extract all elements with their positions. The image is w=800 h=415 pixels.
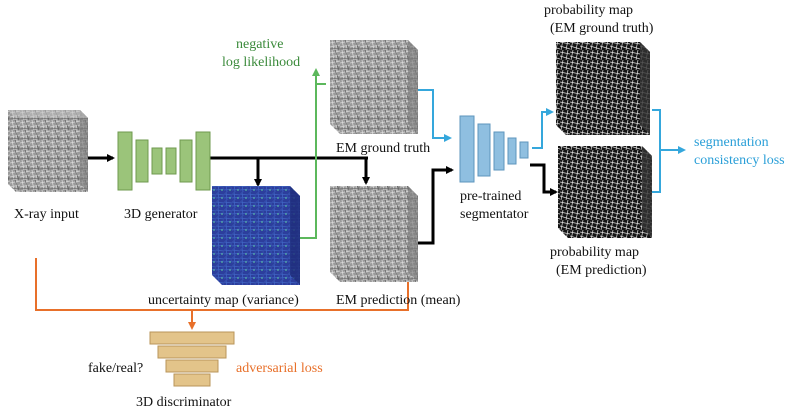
em-prediction-label: EM prediction (mean) (336, 293, 461, 308)
discriminator-label: 3D discriminator (136, 395, 232, 410)
arrow-probmaps-to-seg-loss (652, 109, 684, 193)
fake-real-label: fake/real? (88, 361, 143, 376)
seg-loss-label-line1: segmentation (694, 135, 769, 150)
segmentator-label-line2: segmentator (460, 207, 529, 222)
prob-pred-label-line1: probability map (550, 245, 639, 260)
arrow-segmentator-to-pred-probmap (530, 163, 558, 196)
probability-map-gt-cube (556, 42, 650, 135)
em-ground-truth-cube (330, 40, 418, 134)
discriminator-network-icon (149, 331, 235, 387)
xray-input-cube (8, 110, 88, 192)
probability-map-pred-cube (558, 146, 652, 238)
uncertainty-map-image (212, 186, 300, 285)
uncertainty-map-label: uncertainty map (variance) (148, 293, 299, 308)
prob-gt-label-line2: (EM ground truth) (550, 21, 654, 36)
seg-loss-label-line2: consistency loss (694, 153, 785, 168)
xray-input-label: X-ray input (14, 207, 79, 222)
segmentator-label-line1: pre-trained (460, 189, 521, 204)
adversarial-loss-label: adversarial loss (236, 361, 323, 376)
arrow-gt-to-segmentator (416, 89, 452, 142)
segmentator-network-icon (459, 115, 529, 183)
prob-pred-label-line2: (EM prediction) (556, 263, 647, 278)
nll-label-line2: log likelihood (222, 55, 300, 70)
arrow-segmentator-to-gt-probmap (532, 108, 554, 149)
generator-network-icon (117, 131, 211, 191)
prob-gt-label-line1: probability map (544, 3, 633, 18)
nll-label-line1: negative (236, 37, 283, 52)
em-ground-truth-label: EM ground truth (336, 141, 430, 156)
em-prediction-cube (330, 186, 418, 282)
arrow-prediction-to-segmentator (416, 166, 454, 245)
arrow-nll (300, 83, 326, 239)
arrow-to-discriminator (35, 258, 409, 311)
generator-label: 3D generator (124, 207, 198, 222)
